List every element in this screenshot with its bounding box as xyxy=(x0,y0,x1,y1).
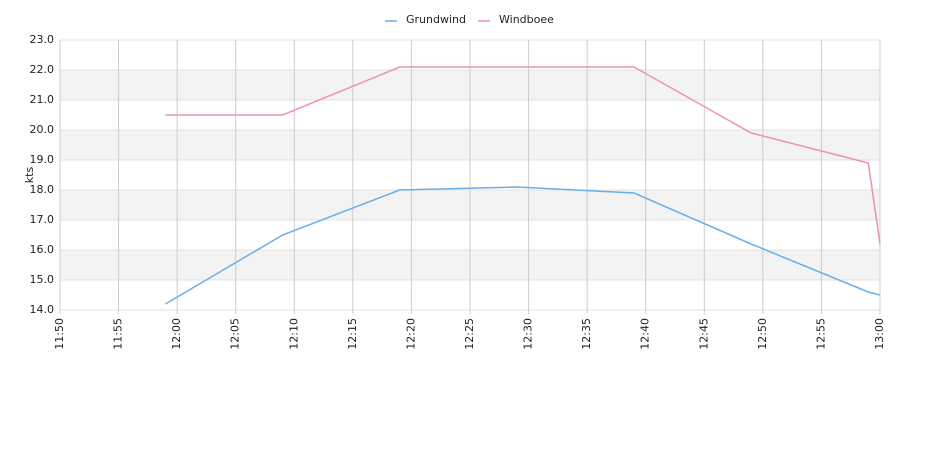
x-tick-label: 12:35 xyxy=(580,318,593,350)
y-tick-label: 14.0 xyxy=(30,303,55,316)
y-tick-label: 15.0 xyxy=(30,273,55,286)
x-tick-label: 12:55 xyxy=(814,318,827,350)
y-tick-label: 20.0 xyxy=(30,123,55,136)
x-tick-label: 13:00 xyxy=(873,318,886,350)
legend-label: Grundwind xyxy=(406,13,466,26)
x-tick-label: 12:30 xyxy=(522,318,535,350)
x-tick-label: 12:15 xyxy=(346,318,359,350)
y-axis-label: kts xyxy=(23,167,36,184)
series-line xyxy=(165,186,881,305)
x-tick-label: 12:05 xyxy=(229,318,242,350)
series-line xyxy=(165,66,881,245)
x-tick-label: 12:10 xyxy=(287,318,300,350)
y-tick-label: 16.0 xyxy=(30,243,55,256)
x-tick-label: 12:50 xyxy=(756,318,769,350)
x-tick-label: 12:40 xyxy=(639,318,652,350)
y-tick-label: 19.0 xyxy=(30,153,55,166)
x-tick-label: 12:25 xyxy=(463,318,476,350)
y-tick-label: 21.0 xyxy=(30,93,55,106)
x-tick-label: 12:20 xyxy=(404,318,417,350)
y-tick-label: 17.0 xyxy=(30,213,55,226)
y-tick-label: 23.0 xyxy=(30,33,55,46)
y-tick-label: 18.0 xyxy=(30,183,55,196)
x-tick-label: 12:45 xyxy=(697,318,710,350)
x-tick-label: 11:50 xyxy=(53,318,66,350)
y-tick-label: 22.0 xyxy=(30,63,55,76)
x-tick-label: 12:00 xyxy=(170,318,183,350)
legend-label: Windboee xyxy=(499,13,554,26)
x-tick-label: 11:55 xyxy=(112,318,125,350)
